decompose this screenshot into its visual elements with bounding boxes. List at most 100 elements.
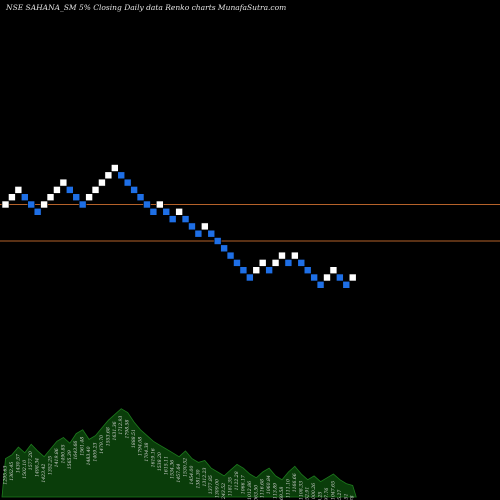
volume-label: 1309.00 (215, 479, 221, 498)
volume-label: 1052.91 (305, 487, 311, 500)
renko-brick-down (20, 193, 29, 201)
renko-brick-down (149, 208, 158, 216)
volume-label: 1619.16 (150, 448, 156, 467)
renko-brick-down (66, 186, 74, 194)
volume-label: 1409.23 (93, 442, 99, 461)
volume-label: 1419.86 (54, 448, 60, 467)
renko-brick-down (336, 273, 344, 282)
renko-brick-down (207, 229, 216, 238)
renko-brick-up (53, 186, 61, 194)
renko-brick-down (226, 251, 235, 260)
renko-brick-up (258, 259, 267, 267)
volume-label: 1457.64 (176, 464, 182, 483)
volume-label: 945.51 (343, 493, 349, 500)
volume-label: 1243.52 (221, 483, 227, 500)
renko-brick-up (8, 193, 16, 201)
renko-brick-up (323, 273, 331, 282)
renko-brick-down (136, 193, 145, 201)
renko-brick-down (220, 244, 228, 253)
volume-area (1, 408, 357, 498)
volume-label: 1565.39 (67, 450, 73, 469)
volume-area-fill (1, 408, 357, 498)
volume-label: 1122.28 (234, 471, 240, 490)
renko-brick-up (278, 251, 286, 260)
volume-label: 1631.36 (112, 421, 118, 440)
chart-title: NSE SAHANA_SM 5% Closing Daily data Renk… (6, 3, 287, 12)
renko-brick-up (104, 171, 113, 180)
volume-label: 1888.51 (131, 429, 137, 448)
volume-label: 1643.66 (73, 441, 79, 460)
renko-brick-down (310, 273, 318, 282)
volume-label: 1000.26 (311, 483, 317, 500)
renko-brick-up (85, 193, 93, 201)
volume-label: 997.76 (324, 488, 330, 500)
renko-brick-up (111, 164, 119, 172)
renko-brick-down (284, 259, 293, 267)
renko-brick-up (348, 273, 357, 282)
renko-brick-up (329, 266, 338, 275)
volume-label: 1060.84 (266, 475, 272, 494)
volume-label: 1362.45 (9, 462, 15, 481)
renko-brick-up (40, 200, 48, 209)
volume-label: 1704.38 (144, 442, 150, 461)
renko-brick-down (181, 215, 190, 223)
renko-brick-down (143, 200, 151, 209)
renko-brick-down (213, 237, 222, 245)
renko-brick-down (78, 200, 87, 209)
renko-brick-down (117, 171, 126, 180)
volume-label: 1047.65 (330, 481, 336, 500)
volume-label: 1012.86 (247, 481, 253, 500)
renko-brick-up (252, 266, 261, 275)
renko-brick-up (271, 259, 280, 267)
volume-label: 1530.52 (183, 458, 189, 477)
volume-label: 1169.58 (279, 487, 285, 500)
renko-brick-down (72, 193, 81, 201)
volume-label: 1454.00 (189, 466, 195, 485)
renko-brick-down (188, 222, 196, 231)
volume-label: 1381.30 (195, 469, 201, 488)
renko-brick-down (33, 208, 42, 216)
volume-label: 1116.68 (260, 479, 266, 498)
volume-label: 1111.10 (285, 479, 291, 498)
volume-label: 950.25 (318, 491, 324, 500)
volume-label: 1483.40 (86, 446, 92, 465)
volume-label: 1479.70 (99, 435, 105, 454)
renko-brick-down (27, 200, 36, 209)
renko-brick-down (239, 266, 248, 275)
renko-brick-down (123, 178, 132, 187)
volume-label: 1066.17 (240, 475, 246, 494)
volume-label: 1712.93 (118, 416, 124, 435)
volume-label: 1181.35 (228, 477, 234, 496)
renko-brick-down (246, 273, 254, 282)
volume-label: 1553.68 (105, 427, 111, 446)
renko-brick-down (316, 280, 325, 289)
renko-bricks (1, 164, 357, 289)
volume-label: 1166.66 (292, 473, 298, 492)
volume-label: 1798.58 (125, 419, 131, 438)
volume-label: 1352.25 (48, 456, 54, 475)
volume-label: 1534.36 (170, 460, 176, 479)
renko-brick-down (303, 266, 312, 275)
volume-label: 1312.23 (202, 467, 208, 486)
volume-label: 1295.63 (3, 466, 9, 485)
renko-brick-down (168, 215, 177, 223)
volume-label: 1108.33 (298, 481, 304, 500)
volume-label: 1502.10 (22, 460, 28, 479)
renko-brick-up (46, 193, 55, 201)
renko-brick-up (98, 178, 106, 187)
volume-label: 1577.20 (28, 451, 34, 470)
volume-label: 1794.08 (138, 437, 144, 456)
renko-brick-down (162, 208, 171, 216)
renko-brick-up (1, 200, 10, 209)
renko-brick-down (194, 229, 203, 238)
renko-brick-up (91, 186, 100, 194)
renko-brick-down (233, 259, 241, 267)
renko-brick-down (297, 259, 306, 267)
volume-label: 1377.85 (208, 475, 214, 494)
volume-label: 1063.50 (253, 485, 259, 500)
renko-brick-up (291, 251, 299, 260)
renko-brick-down (342, 280, 351, 289)
renko-brick-up (156, 200, 164, 209)
volume-label: 1113.89 (273, 483, 279, 500)
